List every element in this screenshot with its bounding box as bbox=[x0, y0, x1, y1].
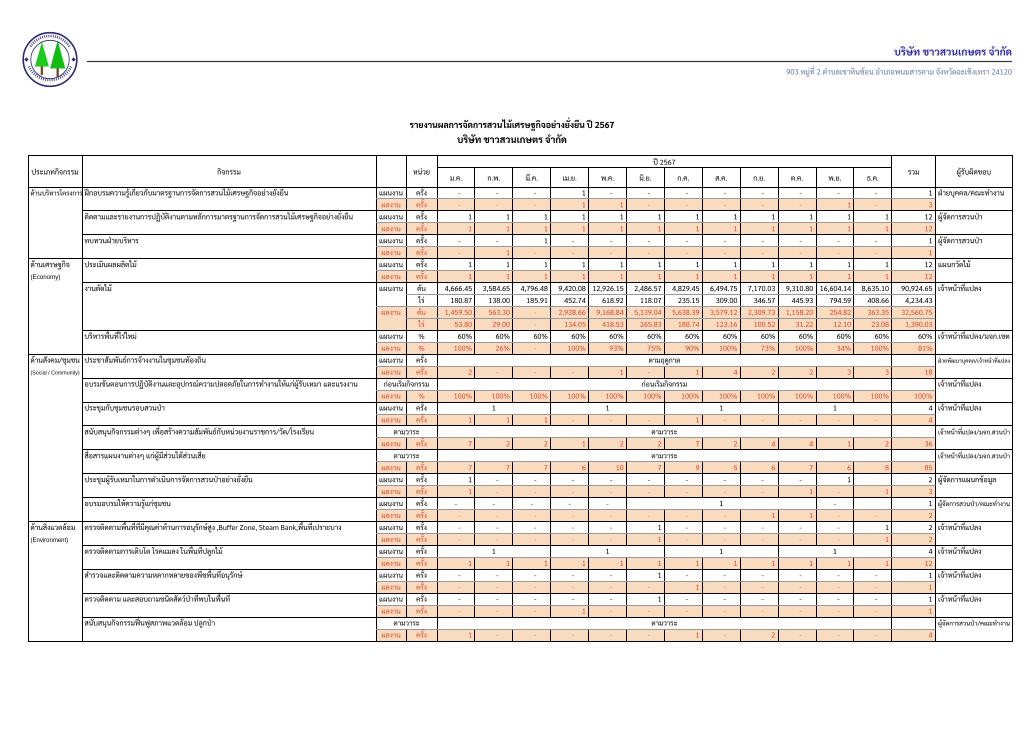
svg-text:(Environment): (Environment) bbox=[31, 538, 69, 544]
svg-text:(Economy): (Economy) bbox=[31, 274, 61, 281]
svg-text:(Social / Community): (Social / Community) bbox=[31, 371, 80, 377]
